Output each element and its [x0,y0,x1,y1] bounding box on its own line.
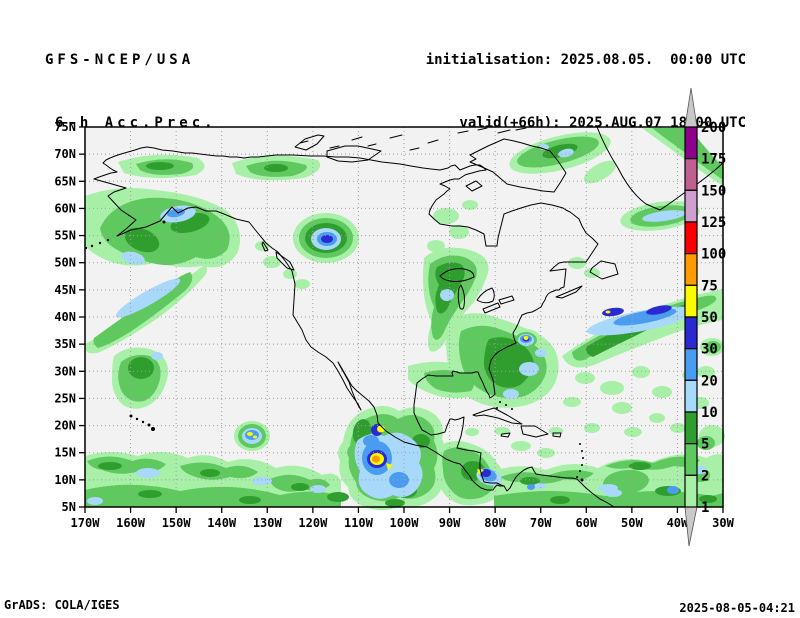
colorbar-label: 100 [701,247,726,263]
lat-label: 45N [54,283,76,297]
lon-label: 120W [298,516,328,530]
colorbar-underflow-arrow-bottom [684,506,698,547]
colorbar-label: 75 [701,278,718,294]
colorbar-label: 150 [701,183,726,199]
colorbar-segment [684,411,698,445]
lon-label: 60W [575,516,597,530]
lon-label: 40W [667,516,689,530]
init-time: initialisation: 2025.08.05. 00:00 UTC [425,52,746,68]
creation-timestamp: 2025-08-05-04:21 [679,601,795,615]
lat-label: 35N [54,337,76,351]
lat-label: 10N [54,473,76,487]
lon-label: 50W [621,516,643,530]
small-islands [84,220,584,482]
lon-label: 140W [207,516,237,530]
lon-label: 70W [530,516,552,530]
grads-credit: GrADS: COLA/IGES [4,598,120,612]
colorbar-segment [684,379,698,413]
lon-label: 150W [162,516,192,530]
precip-shading-75-100mm [372,455,380,463]
colorbar-label: 10 [701,405,718,421]
lat-label: 65N [54,174,76,188]
lat-label: 20N [54,419,76,433]
colorbar-label: 175 [701,152,726,168]
colorbar-label: 50 [701,310,718,326]
colorbar-segment [684,348,698,381]
lat-label: 75N [54,120,76,134]
colorbar-segment [684,316,698,350]
colorbar-segment [684,284,698,318]
colorbar-segment [684,126,698,160]
colorbar-label: 2 [701,468,709,484]
colorbar-label: 20 [701,373,718,389]
lon-label: 90W [439,516,461,530]
colorbar-segment [684,189,698,223]
colorbar-label: 30 [701,342,718,358]
colorbar-label: 5 [701,437,709,453]
lon-label: 80W [484,516,506,530]
axis-labels: 75N70N65N60N55N50N45N40N35N30N25N20N15N1… [54,120,734,530]
colorbar-segment [684,253,698,286]
colorbar-segment [684,158,698,191]
lat-label: 50N [54,256,76,270]
lat-label: 60N [54,201,76,215]
colorbar-segment [684,221,698,255]
colorbar-overflow-arrow-top [684,87,698,128]
lon-label: 110W [344,516,374,530]
lon-label: 160W [116,516,146,530]
lat-label: 55N [54,229,76,243]
lat-label: 40N [54,310,76,324]
colorbar-segment [684,443,698,476]
lat-label: 25N [54,391,76,405]
colorbar-label: 200 [701,120,726,136]
colorbar-label: 125 [701,215,726,231]
colorbar-label: 1 [701,500,709,516]
lon-label: 30W [712,516,734,530]
lon-label: 170W [71,516,101,530]
lat-label: 15N [54,446,76,460]
lat-label: 5N [62,500,76,514]
lat-label: 30N [54,364,76,378]
lat-label: 70N [54,147,76,161]
lon-label: 100W [390,516,420,530]
lon-label: 130W [253,516,283,530]
colorbar-legend: 200 175 150 125 100 75 50 30 20 10 5 2 1 [684,87,726,547]
colorbar-segment [684,474,698,508]
graticule [85,127,723,507]
model-title: GFS-NCEP/USA [45,52,195,68]
